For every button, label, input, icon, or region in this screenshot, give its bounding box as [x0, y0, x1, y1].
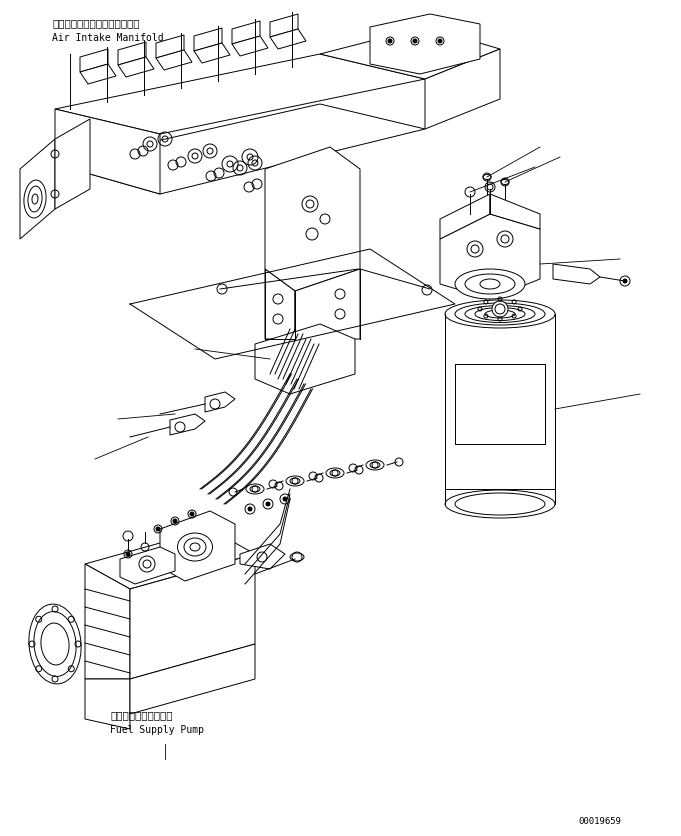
Ellipse shape	[290, 553, 304, 561]
Polygon shape	[320, 28, 500, 80]
Polygon shape	[440, 215, 540, 299]
Ellipse shape	[445, 301, 555, 329]
Polygon shape	[120, 548, 175, 584]
Ellipse shape	[178, 533, 212, 561]
Ellipse shape	[445, 491, 555, 518]
Circle shape	[126, 553, 130, 556]
Text: Fuel Supply Pump: Fuel Supply Pump	[110, 724, 204, 734]
Circle shape	[190, 512, 194, 517]
Ellipse shape	[366, 461, 384, 471]
Polygon shape	[440, 195, 490, 240]
Polygon shape	[55, 55, 425, 135]
Circle shape	[388, 40, 392, 44]
Polygon shape	[156, 36, 184, 59]
Polygon shape	[270, 15, 298, 38]
Text: Air Intake Manifold: Air Intake Manifold	[52, 33, 163, 43]
Polygon shape	[55, 120, 90, 210]
Ellipse shape	[29, 604, 81, 684]
Polygon shape	[85, 529, 255, 589]
Circle shape	[413, 40, 417, 44]
Ellipse shape	[286, 477, 304, 487]
Text: フェルサプライボンプ: フェルサプライボンプ	[110, 709, 172, 719]
Circle shape	[248, 507, 252, 512]
Circle shape	[492, 302, 508, 318]
Polygon shape	[490, 195, 540, 230]
Text: 00019659: 00019659	[578, 816, 621, 825]
Polygon shape	[370, 15, 480, 75]
Polygon shape	[156, 51, 192, 71]
Ellipse shape	[326, 468, 344, 478]
Polygon shape	[232, 22, 260, 45]
Polygon shape	[265, 148, 360, 292]
Polygon shape	[445, 314, 555, 504]
Polygon shape	[85, 564, 130, 679]
Polygon shape	[55, 110, 160, 195]
Polygon shape	[160, 512, 235, 581]
Circle shape	[266, 502, 270, 507]
Polygon shape	[118, 58, 154, 78]
Circle shape	[623, 280, 627, 283]
Polygon shape	[130, 645, 255, 714]
Polygon shape	[295, 270, 360, 339]
Polygon shape	[55, 104, 425, 195]
Polygon shape	[85, 679, 130, 709]
Polygon shape	[170, 415, 205, 436]
Polygon shape	[85, 679, 130, 729]
Polygon shape	[265, 270, 295, 339]
Polygon shape	[553, 265, 600, 285]
Text: エアーインテークマニホールド: エアーインテークマニホールド	[52, 18, 140, 28]
Ellipse shape	[24, 181, 46, 219]
Polygon shape	[194, 29, 222, 52]
Polygon shape	[130, 554, 255, 679]
Circle shape	[173, 519, 177, 523]
Polygon shape	[194, 44, 230, 64]
Polygon shape	[80, 65, 116, 85]
Circle shape	[156, 528, 160, 532]
Circle shape	[283, 497, 287, 502]
Circle shape	[438, 40, 442, 44]
Polygon shape	[118, 43, 146, 66]
Ellipse shape	[455, 270, 525, 299]
Polygon shape	[20, 140, 55, 240]
Polygon shape	[232, 37, 268, 57]
Polygon shape	[270, 30, 306, 50]
Polygon shape	[425, 50, 500, 130]
Ellipse shape	[246, 484, 264, 494]
Polygon shape	[255, 324, 355, 395]
Polygon shape	[455, 364, 545, 445]
Polygon shape	[80, 50, 108, 73]
Polygon shape	[205, 393, 235, 412]
Polygon shape	[240, 544, 285, 569]
